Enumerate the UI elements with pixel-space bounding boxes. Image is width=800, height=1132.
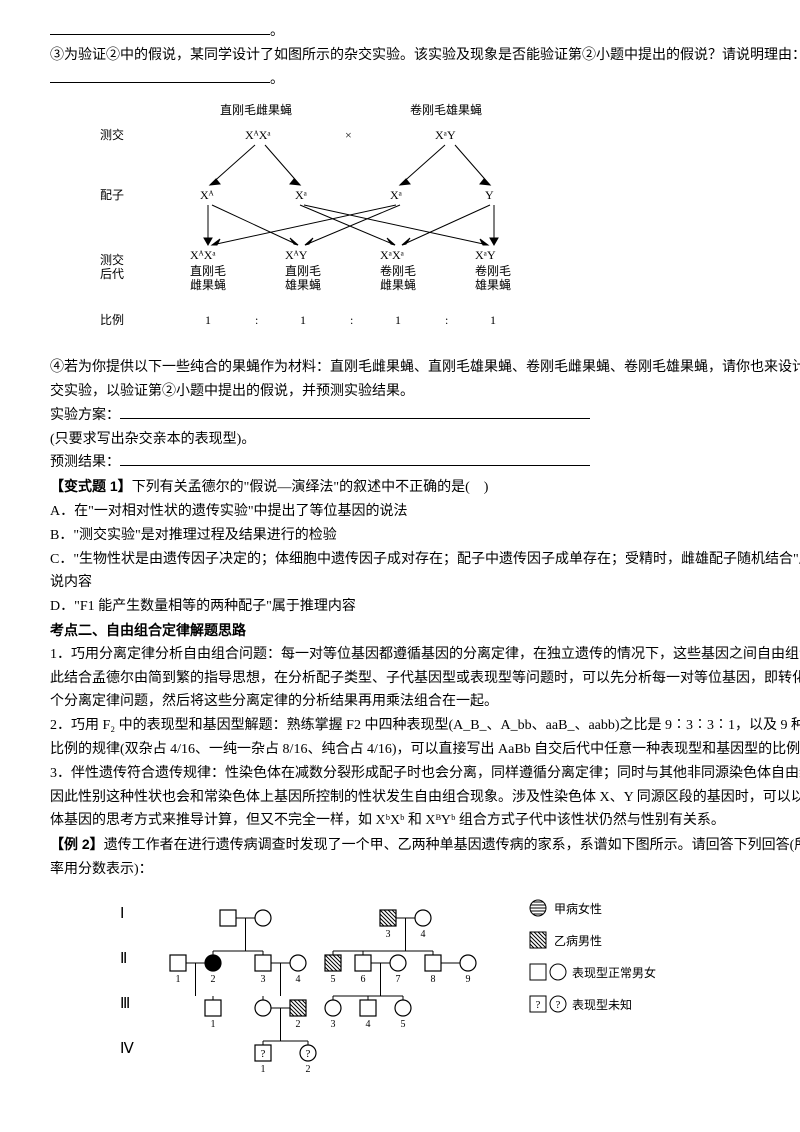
- kp2-title: 考点二、自由组合定律解题思路: [50, 619, 800, 643]
- example2: 【例 2】遗传工作者在进行遗传病调查时发现了一个甲、乙两种单基因遗传病的家系，系…: [50, 833, 800, 882]
- arrows-pg: [210, 145, 490, 185]
- svg-text:甲病女性: 甲病女性: [554, 901, 602, 916]
- pedigree-svg: Ⅰ Ⅱ Ⅲ Ⅳ 3 4 1 2 3 4 5 6 7 8 9 1 2 3 4 5? 1? 2 甲病女性乙病男性表现型正常男女?…: [100, 890, 720, 1080]
- scheme-label: 实验方案：: [50, 408, 120, 423]
- svg-text:6: 6: [361, 974, 366, 985]
- gamete-3: Y: [485, 188, 494, 202]
- svg-text:9: 9: [466, 974, 471, 985]
- svg-text:5: 5: [401, 1019, 406, 1030]
- heading-right: 卷刚毛雄果蝇: [410, 102, 482, 117]
- svg-text:?: ?: [261, 1048, 266, 1060]
- svg-text:4: 4: [366, 1019, 371, 1030]
- svg-text:Ⅰ: Ⅰ: [120, 906, 124, 922]
- row-label-offspring: 测交后代: [100, 252, 124, 281]
- svg-text:3: 3: [261, 974, 266, 985]
- parent-right: XᵃY: [435, 128, 456, 142]
- question-3: ③为验证②中的假说，某同学设计了如图所示的杂交实验。该实验及现象是否能验证第②小…: [50, 44, 800, 92]
- off-ph-0: 直刚毛雌果蝇: [190, 264, 226, 292]
- ratio-2: 1: [395, 313, 401, 327]
- ratio-3: 1: [490, 313, 496, 327]
- blank-answer-line: 。: [50, 20, 800, 44]
- question-4-scheme: 实验方案：: [50, 404, 800, 428]
- svg-text:3: 3: [386, 929, 391, 940]
- variant1-label: 【变式题 1】: [50, 478, 132, 494]
- ratio-c2: :: [350, 313, 353, 327]
- blank-underline: [50, 20, 270, 35]
- svg-text:1: 1: [176, 974, 181, 985]
- example2-label: 【例 2】: [50, 836, 104, 852]
- svg-text:3: 3: [331, 1019, 336, 1030]
- example2-stem: 遗传工作者在进行遗传病调查时发现了一个甲、乙两种单基因遗传病的家系，系谱如下图所…: [50, 838, 800, 877]
- svg-text:Ⅲ: Ⅲ: [120, 996, 130, 1012]
- svg-text:1: 1: [211, 1019, 216, 1030]
- q3-period: 。: [270, 72, 284, 87]
- cross-symbol: ×: [345, 128, 352, 142]
- gamete-0: Xᴬ: [200, 188, 215, 202]
- svg-text:8: 8: [431, 974, 436, 985]
- svg-text:5: 5: [331, 974, 336, 985]
- variant1-B: B．"测交实验"是对推理过程及结果进行的检验: [50, 524, 800, 548]
- svg-text:?: ?: [556, 999, 561, 1011]
- off-ph-1: 直刚毛雄果蝇: [285, 264, 321, 292]
- off-ph-2: 卷刚毛雌果蝇: [380, 263, 416, 292]
- variant1-stem: 下列有关孟德尔的"假说—演绎法"的叙述中不正确的是( ): [132, 480, 489, 495]
- question-4-stem: ④若为你提供以下一些纯合的果蝇作为材料：直刚毛雌果蝇、直刚毛雄果蝇、卷刚毛雌果蝇…: [50, 356, 800, 404]
- row-label-gamete: 配子: [100, 188, 124, 202]
- off-geno-0: XᴬXᵃ: [190, 248, 216, 262]
- arrows-go: [204, 205, 498, 245]
- pedigree-diagram: Ⅰ Ⅱ Ⅲ Ⅳ 3 4 1 2 3 4 5 6 7 8 9 1 2 3 4 5? 1? 2 甲病女性乙病男性表现型正常男女?…: [100, 890, 800, 1089]
- ratio-0: 1: [205, 313, 211, 327]
- off-ph-3: 卷刚毛雄果蝇: [475, 263, 511, 292]
- parent-left: XᴬXᵃ: [245, 128, 271, 142]
- off-geno-3: XᵃY: [475, 248, 496, 262]
- row-label-testcross: 测交: [100, 127, 124, 142]
- svg-text:乙病男性: 乙病男性: [554, 933, 602, 948]
- q3-text: ③为验证②中的假说，某同学设计了如图所示的杂交实验。该实验及现象是否能验证第②小…: [50, 48, 800, 63]
- svg-text:2: 2: [211, 974, 216, 985]
- scheme-blank: [120, 404, 590, 419]
- question-4-predict: 预测结果：: [50, 451, 800, 475]
- variant1-A: A．在"一对相对性状的遗传实验"中提出了等位基因的说法: [50, 500, 800, 524]
- svg-text:4: 4: [296, 974, 301, 985]
- svg-text:表现型未知: 表现型未知: [572, 998, 632, 1012]
- gamete-1: Xᵃ: [295, 188, 308, 202]
- svg-text:Ⅳ: Ⅳ: [120, 1041, 134, 1057]
- kp2-p2: 2．巧用 F₂ 中的表现型和基因型解题：熟练掌握 F2 中四种表现型(A_B_、…: [50, 714, 800, 762]
- off-geno-1: XᴬY: [285, 248, 308, 262]
- question-4-note: (只要求写出杂交亲本的表现型)。: [50, 428, 800, 452]
- heading-left: 直刚毛雌果蝇: [220, 102, 292, 117]
- svg-text:Ⅱ: Ⅱ: [120, 951, 127, 967]
- svg-text:?: ?: [536, 999, 541, 1011]
- period: 。: [270, 24, 284, 39]
- predict-blank: [120, 451, 590, 466]
- gamete-2: Xᵃ: [390, 188, 403, 202]
- svg-text:1: 1: [261, 1064, 266, 1075]
- cross-diagram-svg: 测交 配子 测交后代 比例 直刚毛雌果蝇 卷刚毛雄果蝇 XᴬXᵃ × XᵃY X…: [100, 99, 600, 339]
- variant1: 【变式题 1】下列有关孟德尔的"假说—演绎法"的叙述中不正确的是( ): [50, 475, 800, 500]
- ratio-c3: :: [445, 313, 448, 327]
- row-label-ratio: 比例: [100, 313, 124, 327]
- kp2-p1: 1．巧用分离定律分析自由组合问题：每一对等位基因都遵循基因的分离定律，在独立遗传…: [50, 643, 800, 714]
- ratio-1: 1: [300, 313, 306, 327]
- svg-text:4: 4: [421, 929, 426, 940]
- cross-diagram: 测交 配子 测交后代 比例 直刚毛雌果蝇 卷刚毛雄果蝇 XᴬXᵃ × XᵃY X…: [100, 99, 800, 348]
- svg-text:?: ?: [306, 1048, 311, 1060]
- kp2-p3: 3．伴性遗传符合遗传规律：性染色体在减数分裂形成配子时也会分离，同样遵循分离定律…: [50, 762, 800, 833]
- svg-text:表现型正常男女: 表现型正常男女: [572, 965, 656, 980]
- variant1-C: C．"生物性状是由遗传因子决定的；体细胞中遗传因子成对存在；配子中遗传因子成单存…: [50, 548, 800, 596]
- off-geno-2: XᵃXᵃ: [380, 248, 405, 262]
- ratio-c1: :: [255, 313, 258, 327]
- svg-text:7: 7: [396, 974, 401, 985]
- predict-label: 预测结果：: [50, 455, 120, 470]
- variant1-D: D．"F1 能产生数量相等的两种配子"属于推理内容: [50, 595, 800, 619]
- svg-text:2: 2: [306, 1064, 311, 1075]
- svg-text:2: 2: [296, 1019, 301, 1030]
- q3-blank: [50, 68, 270, 83]
